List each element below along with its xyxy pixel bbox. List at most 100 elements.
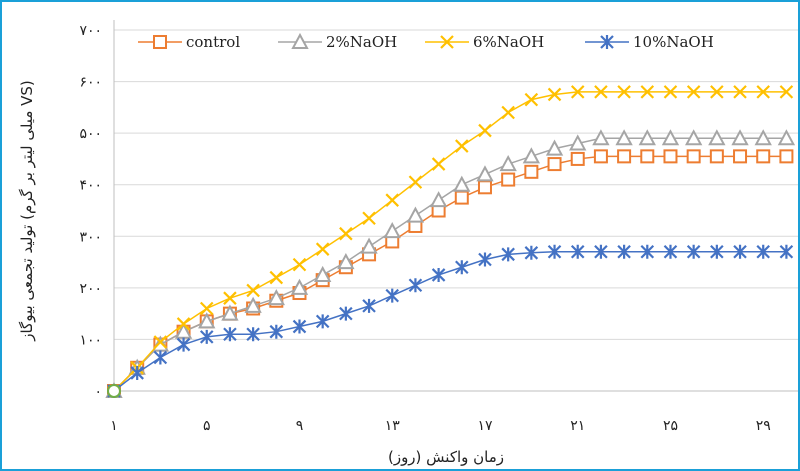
legend-label: 2%NaOH [326, 33, 397, 51]
data-point [339, 306, 353, 321]
data-point [360, 237, 378, 254]
data-point [267, 289, 285, 306]
data-point [315, 314, 330, 329]
series-line [113, 251, 787, 392]
data-point [408, 175, 423, 189]
data-point [547, 157, 562, 172]
data-point [684, 129, 703, 146]
y-tick-label: ۵۰۰ [79, 126, 102, 142]
legend-item: 2%NaOH [278, 32, 397, 51]
data-point [499, 154, 517, 172]
data-point [314, 265, 332, 282]
data-point [477, 180, 492, 195]
data-point [431, 157, 446, 171]
x-tick-label: ۲۹ [756, 418, 771, 434]
data-point [455, 139, 469, 153]
origin-point [107, 384, 121, 398]
x-tick-label: ۲۱ [570, 418, 585, 434]
data-point [199, 329, 214, 344]
legend-label: 6%NaOH [473, 33, 544, 51]
data-point [315, 242, 330, 256]
axes [113, 20, 798, 392]
x-tick-label: ۹ [296, 418, 304, 434]
data-point [570, 151, 585, 166]
data-point [429, 191, 448, 208]
data-point [756, 149, 771, 164]
data-point [686, 244, 701, 259]
legend-item: 10%NaOH [585, 33, 714, 51]
legend-marker [153, 35, 167, 49]
data-point [408, 278, 423, 293]
data-point [292, 319, 307, 334]
data-point [524, 245, 539, 260]
y-axis-title: تولید تجمعی بیوگاز (میلی لیتر بر گرم VS) [18, 80, 36, 342]
data-point [663, 149, 678, 164]
series-6%NaOH [107, 85, 794, 398]
series-lines [105, 85, 796, 398]
data-point [710, 85, 724, 99]
data-point [779, 149, 794, 164]
legend-marker [440, 35, 454, 49]
legend: control 2%NaOH 6%NaOH 10%NaOH [138, 32, 714, 51]
data-point [710, 244, 724, 259]
data-point [779, 244, 794, 259]
data-point [478, 252, 492, 267]
data-point [453, 175, 471, 192]
y-tick-label: ۳۰۰ [79, 229, 102, 245]
data-point [731, 129, 749, 146]
data-point [476, 165, 494, 182]
data-point [362, 298, 376, 313]
data-point [593, 149, 608, 164]
data-point [779, 85, 794, 99]
data-point [406, 206, 425, 223]
data-point [756, 85, 770, 99]
data-point [337, 252, 355, 270]
data-point [617, 85, 631, 99]
data-point [176, 317, 191, 331]
legend-item: control [138, 33, 240, 51]
data-point [501, 247, 515, 262]
data-point [478, 123, 492, 138]
series-line [113, 155, 787, 392]
x-tick-label: ۱ [110, 418, 118, 434]
gridlines [114, 29, 798, 340]
data-point [198, 312, 216, 329]
data-point [733, 85, 747, 99]
x-axis-title: زمان واکنش (روز) [388, 448, 504, 466]
legend-item: 6%NaOH [425, 33, 544, 51]
data-point [221, 304, 239, 321]
series-line [113, 137, 787, 392]
data-point [709, 149, 724, 164]
data-point [269, 324, 284, 339]
data-point [640, 85, 655, 99]
legend-marker [291, 32, 309, 49]
y-tick-label: ۱۰۰ [79, 332, 102, 348]
data-point [153, 335, 168, 349]
data-point [244, 296, 262, 313]
y-tick-label: ۲۰۰ [79, 281, 102, 297]
data-point [663, 85, 678, 99]
y-tick-label: ۰ [94, 384, 102, 400]
data-point [686, 149, 701, 164]
data-point [246, 283, 260, 298]
data-point [640, 244, 655, 259]
data-point [777, 129, 796, 146]
data-point [455, 260, 469, 275]
data-point [615, 129, 633, 146]
series-2%NaOH [105, 129, 796, 398]
data-point [733, 149, 748, 164]
data-point [547, 244, 562, 259]
legend-label: control [186, 33, 240, 51]
data-point [501, 105, 515, 120]
data-point [246, 327, 260, 342]
legend-marker [600, 35, 614, 49]
data-point [290, 278, 309, 295]
data-point [594, 244, 608, 259]
data-point [617, 149, 632, 164]
data-point [547, 87, 562, 102]
data-point [617, 244, 631, 259]
data-point [733, 244, 747, 259]
y-tick-labels: ۰ ۱۰۰ ۲۰۰ ۳۰۰ ۴۰۰ ۵۰۰ ۶۰۰ ۷۰۰ [79, 23, 102, 400]
